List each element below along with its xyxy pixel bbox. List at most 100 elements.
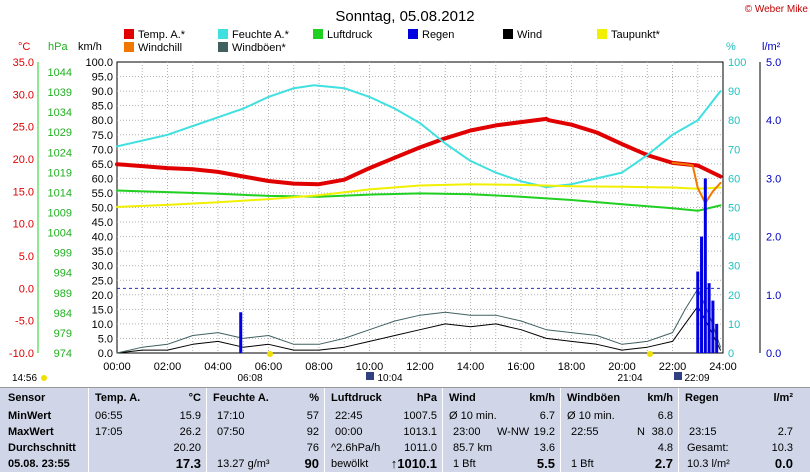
legend: Temp. A.* Feuchte A.* Luftdruck Regen Wind Ta… xyxy=(124,29,661,54)
speed-tick-label: 75.0 xyxy=(92,130,113,142)
rain-header: Regen xyxy=(685,392,719,404)
press-now: ↑1010.1 xyxy=(390,456,437,471)
press-tick-label: 989 xyxy=(54,288,72,300)
weather-chart: Sonntag, 05.08.2012 © Weber Mike Temp. A… xyxy=(9,4,809,384)
gust-max-dir: N xyxy=(637,426,645,438)
x-tick-label: 22:00 xyxy=(659,361,687,373)
moonset-time: 10:04 xyxy=(377,373,402,384)
rain-unit: l/m² xyxy=(773,392,793,404)
humid-unit: % xyxy=(309,392,319,404)
temp-tick-label: 10.0 xyxy=(13,219,34,231)
rain-total: 10.3 xyxy=(771,442,793,454)
humid-min: 57 xyxy=(306,410,319,422)
speed-tick-label: 90.0 xyxy=(92,86,113,98)
wind-unit: km/h xyxy=(529,392,555,404)
temp-tick-label: 20.0 xyxy=(13,154,34,166)
chart-grid xyxy=(117,62,723,353)
series-line-windb-en xyxy=(116,288,721,354)
press-tick-label: 1034 xyxy=(48,107,72,119)
rain-bar xyxy=(696,271,700,353)
press-tick-label: 1004 xyxy=(48,228,72,240)
rain-bar xyxy=(703,178,707,353)
press-tick-label: 1024 xyxy=(48,147,72,159)
moonrise-time: 22:09 xyxy=(684,373,709,384)
legend-swatch xyxy=(124,42,134,52)
legend-label: Windböen* xyxy=(232,42,287,54)
rain-bar xyxy=(707,283,711,353)
row-label-max: MaxWert xyxy=(8,426,54,438)
x-tick-label: 24:00 xyxy=(709,361,737,373)
temp-min: 15.9 xyxy=(179,410,201,422)
temp-tick-label: -5.0 xyxy=(15,316,34,328)
press-axis-unit: hPa xyxy=(48,41,68,53)
series-line-feuchte-a xyxy=(116,84,722,189)
rain-bar xyxy=(711,300,715,353)
gust-column: Windböen km/h Ø 10 min. 6.8 22:55 N 38.0… xyxy=(560,388,679,472)
press-tick-label: 1009 xyxy=(48,208,72,220)
speed-tick-label: 50.0 xyxy=(92,203,113,215)
rain-max-time: 23:15 xyxy=(689,426,717,438)
speed-tick-label: 40.0 xyxy=(92,232,113,244)
moonset-icon xyxy=(366,372,374,380)
temp-max: 26.2 xyxy=(179,426,201,438)
gust-header: Windböen xyxy=(567,392,621,404)
chart-marks xyxy=(115,84,723,354)
humid-column: Feuchte A. % 17:10 57 07:50 92 76 13.27 … xyxy=(206,388,325,472)
moonrise-icon xyxy=(674,372,682,380)
rain-bar xyxy=(239,312,243,353)
rain-tick-label: 3.0 xyxy=(766,173,781,185)
press-tick-label: 1014 xyxy=(48,187,72,199)
gust-avg: 6.8 xyxy=(657,410,673,422)
series-line-luftdruck xyxy=(116,189,722,212)
humid-tick-label: 30 xyxy=(728,261,740,273)
chart-axes: °C hPa km/h% l/m² 35.0 30.0 25.0 20.0 15.0 10.0 5.… xyxy=(9,41,781,360)
temp-unit: °C xyxy=(188,392,201,404)
speed-tick-label: 15.0 xyxy=(92,304,113,316)
speed-tick-label: 5.0 xyxy=(98,333,113,345)
x-tick-label: 18:00 xyxy=(558,361,586,373)
rain-bar xyxy=(715,323,719,353)
humid-tick-label: 0 xyxy=(728,348,734,360)
rain-tick-label: 1.0 xyxy=(766,290,781,302)
speed-tick-label: 70.0 xyxy=(92,144,113,156)
legend-label: Feuchte A.* xyxy=(232,29,290,41)
legend-label: Regen xyxy=(422,29,454,41)
x-tick-label: 20:00 xyxy=(608,361,636,373)
speed-tick-label: 100.0 xyxy=(85,57,113,69)
humid-max-time: 07:50 xyxy=(217,426,245,438)
humid-avg: 76 xyxy=(306,442,319,454)
legend-swatch xyxy=(408,29,418,39)
legend-swatch xyxy=(218,42,228,52)
x-tick-label: 04:00 xyxy=(204,361,232,373)
press-column: Luftdruck hPa 22:45 1007.5 00:00 1013.1 … xyxy=(324,388,443,472)
humid-tick-label: 60 xyxy=(728,173,740,185)
rain-axis-unit: l/m² xyxy=(762,41,781,53)
rain-rate: 10.3 l/m² xyxy=(687,458,730,470)
sunset-icon xyxy=(647,351,653,357)
speed-tick-label: 10.0 xyxy=(92,319,113,331)
series-line-temp-a xyxy=(115,116,723,187)
humid-now: 90 xyxy=(304,456,319,471)
speed-axis-unit: km/h xyxy=(78,41,102,53)
press-max: 1013.1 xyxy=(403,426,437,438)
time-markers: 14:56 06:08 21:04 10:04 22:09 xyxy=(12,351,710,384)
rain-tick-label: 4.0 xyxy=(766,115,781,127)
speed-tick-label: 0.0 xyxy=(98,348,113,360)
wind-column: Wind km/h Ø 10 min. 6.7 23:00 W-NW 19.2 … xyxy=(442,388,561,472)
temp-now: 17.3 xyxy=(175,456,201,471)
temp-tick-label: -10.0 xyxy=(9,348,34,360)
rain-tick-label: 5.0 xyxy=(766,57,781,69)
speed-tick-label: 35.0 xyxy=(92,246,113,258)
speed-tick-label: 30.0 xyxy=(92,261,113,273)
chart-title: Sonntag, 05.08.2012 xyxy=(335,8,474,25)
legend-label: Windchill xyxy=(138,42,182,54)
speed-tick-label: 25.0 xyxy=(92,275,113,287)
wind-max: 19.2 xyxy=(533,426,555,438)
series-line-wind xyxy=(116,305,721,354)
gust-max: 38.0 xyxy=(651,426,673,438)
press-tick-label: 1019 xyxy=(48,167,72,179)
press-tick-label: 1029 xyxy=(48,127,72,139)
humid-tick-label: 70 xyxy=(728,144,740,156)
sensor-header: Sensor xyxy=(8,392,46,404)
sunrise-time: 06:08 xyxy=(237,373,262,384)
